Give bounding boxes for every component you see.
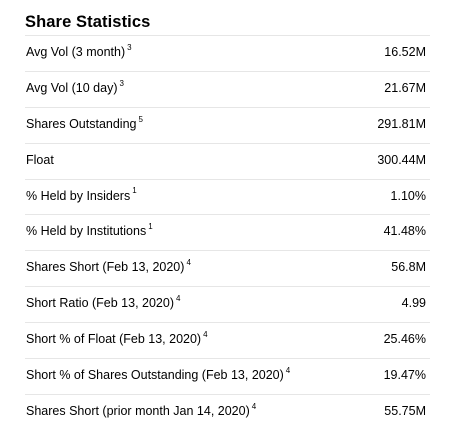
row-label: Shares Outstanding 5 [26,114,143,131]
row-label: Float [26,152,54,167]
footnote-marker: 4 [203,329,208,339]
row-value: 55.75M [384,403,426,418]
table-row: Short % of Float (Feb 13, 2020) 4 25.46% [25,322,430,358]
footnote-marker: 4 [251,401,257,411]
row-value: 4.99 [401,296,426,311]
table-row: Shares Outstanding 5 291.81M [25,106,430,143]
table-row: % Held by Institutions 1 41.48% [25,214,430,250]
statistics-table: Avg Vol (3 month) 3 16.52M Avg Vol (10 da… [25,35,430,430]
row-label: Shares Short (Feb 13, 2020) 4 [26,258,191,275]
row-value: 25.46% [383,332,426,347]
row-label: Short % of Shares Outstanding (Feb 13, 2… [26,365,291,383]
row-label: Shares Short (prior month Jan 14, 2020) 4 [26,401,257,418]
table-row: Avg Vol (3 month) 3 16.52M [25,35,430,71]
table-row: Shares Short (Feb 13, 2020) 4 56.8M [25,250,430,286]
row-value: 19.47% [383,368,426,383]
row-value: 300.44M [377,152,426,167]
footnote-marker: 4 [176,294,181,304]
footnote-marker: 5 [138,114,143,124]
table-row: Shares Short (prior month Jan 14, 2020) 4… [25,393,430,430]
table-row: Short Ratio (Feb 13, 2020) 4 4.99 [25,286,430,322]
footnote-marker: 4 [186,258,191,268]
row-value: 21.67M [384,80,426,95]
table-row: Float 300.44M [25,142,430,179]
row-label: Avg Vol (10 day) 3 [26,78,124,95]
table-row: Short % of Shares Outstanding (Feb 13, 2… [25,358,430,394]
footnote-marker: 4 [285,365,291,375]
row-value: 1.10% [390,188,426,203]
footnote-marker: 3 [127,42,132,52]
row-label: Short % of Float (Feb 13, 2020) 4 [26,329,208,347]
row-value: 41.48% [383,224,426,239]
table-row: Avg Vol (10 day) 3 21.67M [25,70,430,107]
footnote-marker: 1 [148,222,153,232]
row-label: % Held by Institutions 1 [26,222,153,239]
row-value: 56.8M [391,260,426,275]
row-value: 291.81M [377,116,426,131]
row-label: Avg Vol (3 month) 3 [26,42,132,59]
row-label: Short Ratio (Feb 13, 2020) 4 [26,294,181,311]
row-value: 16.52M [384,45,426,59]
footnote-marker: 3 [119,78,124,88]
row-label: % Held by Insiders 1 [26,186,137,203]
footnote-marker: 1 [132,186,137,196]
table-row: % Held by Insiders 1 1.10% [25,178,430,215]
section-title: Share Statistics [25,13,151,31]
